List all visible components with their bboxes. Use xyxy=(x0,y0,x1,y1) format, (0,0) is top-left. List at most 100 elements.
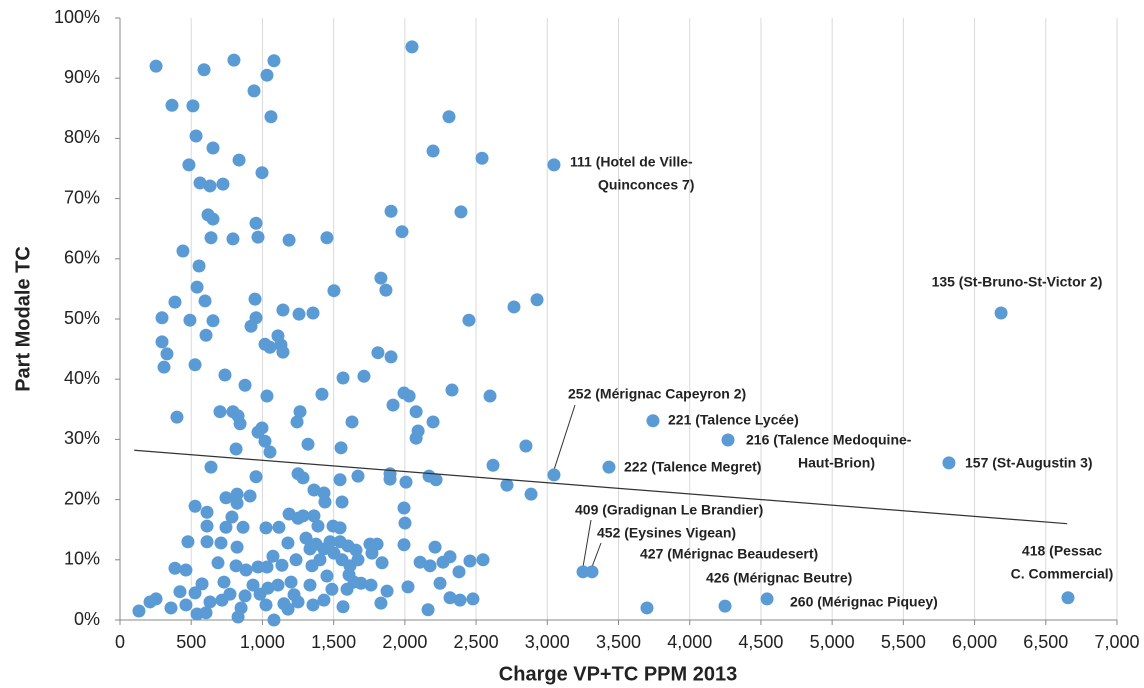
point xyxy=(384,204,398,218)
point xyxy=(301,437,315,451)
point xyxy=(238,589,252,603)
point xyxy=(483,389,497,403)
point xyxy=(155,311,169,325)
point xyxy=(335,495,349,509)
point xyxy=(272,520,286,534)
point xyxy=(1061,591,1075,605)
point xyxy=(306,306,320,320)
point xyxy=(306,598,320,612)
point xyxy=(188,358,202,372)
annotation: C. Commercial) xyxy=(1011,566,1114,582)
annotation: 221 (Talence Lycée) xyxy=(668,412,799,428)
x-tick-label: 7,000 xyxy=(1094,632,1139,652)
point xyxy=(276,345,290,359)
y-tick-label: 90% xyxy=(64,67,100,87)
point xyxy=(421,603,435,617)
point xyxy=(226,232,240,246)
point xyxy=(263,445,277,459)
y-tick-label: 0% xyxy=(74,609,100,629)
point xyxy=(276,303,290,317)
point xyxy=(200,535,214,549)
x-tick-label: 4,500 xyxy=(738,632,783,652)
point xyxy=(198,294,212,308)
point xyxy=(189,129,203,143)
point xyxy=(214,536,228,550)
point xyxy=(453,593,467,607)
point xyxy=(320,569,334,583)
point xyxy=(386,398,400,412)
point xyxy=(323,535,337,549)
x-tick-label: 5,500 xyxy=(881,632,926,652)
point xyxy=(281,602,295,616)
point xyxy=(646,414,660,428)
point xyxy=(179,563,193,577)
point xyxy=(374,596,388,610)
point xyxy=(266,549,280,563)
x-tick-label: 6,500 xyxy=(1023,632,1068,652)
point xyxy=(351,469,365,483)
leader-line xyxy=(591,542,602,568)
point xyxy=(251,230,265,244)
point xyxy=(195,577,209,591)
point xyxy=(475,151,489,165)
point xyxy=(375,556,389,570)
annotation: 222 (Talence Megret) xyxy=(624,459,761,475)
point xyxy=(351,553,365,567)
x-tick-label: 3,500 xyxy=(596,632,641,652)
point xyxy=(216,177,230,191)
point xyxy=(311,519,325,533)
point xyxy=(454,205,468,219)
annotation: Haut-Brion) xyxy=(798,455,875,471)
point xyxy=(463,554,477,568)
point xyxy=(249,470,263,484)
point xyxy=(486,458,500,472)
annotation: Quinconces 7) xyxy=(598,177,694,193)
point xyxy=(230,540,244,554)
x-tick-label: 1,000 xyxy=(240,632,285,652)
y-tick-label: 50% xyxy=(64,308,100,328)
point xyxy=(230,487,244,501)
point xyxy=(182,158,196,172)
point xyxy=(168,295,182,309)
point xyxy=(181,535,195,549)
point xyxy=(282,233,296,247)
point xyxy=(217,575,231,589)
point xyxy=(760,592,774,606)
point xyxy=(183,313,197,327)
leader-line xyxy=(553,404,576,471)
point xyxy=(206,212,220,226)
point xyxy=(230,496,244,510)
trendline xyxy=(134,449,1068,525)
point xyxy=(203,179,217,193)
point xyxy=(429,473,443,487)
point xyxy=(409,405,423,419)
point xyxy=(188,586,202,600)
point xyxy=(354,576,368,590)
point xyxy=(519,439,533,453)
y-axis-title: Part Modale TC xyxy=(12,246,34,392)
point xyxy=(721,433,735,447)
point xyxy=(384,350,398,364)
point xyxy=(374,271,388,285)
point xyxy=(149,59,163,73)
annotation: 260 (Mérignac Piquey) xyxy=(790,594,938,610)
point xyxy=(296,471,310,485)
point xyxy=(164,601,178,615)
point xyxy=(258,434,272,448)
point xyxy=(500,478,514,492)
point xyxy=(165,98,179,112)
point xyxy=(357,369,371,383)
y-tick-label: 10% xyxy=(64,549,100,569)
point xyxy=(585,565,599,579)
annotation: 427 (Mérignac Beaudesert) xyxy=(640,546,818,562)
annotation: 252 (Mérignac Capeyron 2) xyxy=(568,386,746,402)
point xyxy=(176,244,190,258)
annotation: 216 (Talence Medoquine- xyxy=(746,432,912,448)
point xyxy=(264,110,278,124)
point xyxy=(380,584,394,598)
y-tick-label: 80% xyxy=(64,127,100,147)
point xyxy=(173,585,187,599)
point xyxy=(307,483,321,497)
point xyxy=(232,153,246,167)
y-tick-label: 70% xyxy=(64,187,100,207)
